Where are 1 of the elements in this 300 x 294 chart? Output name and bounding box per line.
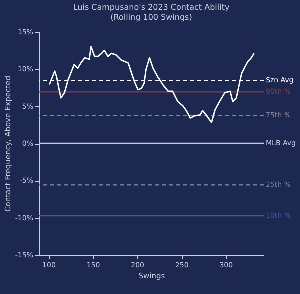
chart-title: Luis Campusano's 2023 Contact Ability (Rolling 100 Swings) xyxy=(73,3,230,22)
